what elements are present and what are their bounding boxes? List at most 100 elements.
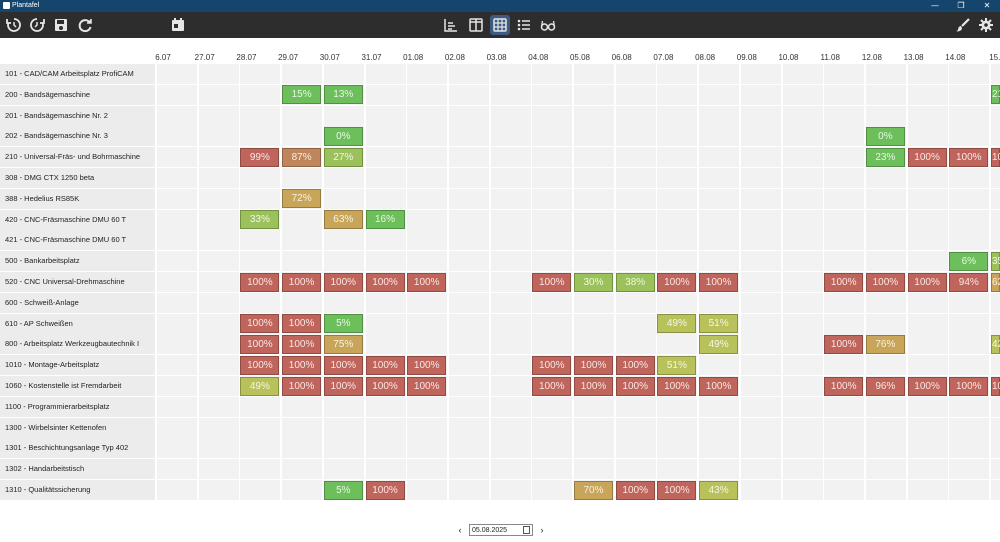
grid-cell[interactable] bbox=[907, 84, 948, 105]
grid-cell[interactable] bbox=[782, 459, 823, 480]
grid-cell[interactable] bbox=[865, 396, 906, 417]
load-percentage-cell[interactable]: 100% bbox=[615, 480, 655, 500]
load-percentage-cell[interactable]: 16% bbox=[365, 210, 405, 230]
grid-cell[interactable] bbox=[782, 396, 823, 417]
grid-cell[interactable] bbox=[198, 313, 239, 334]
grid-cell[interactable] bbox=[157, 84, 197, 105]
resource-row-label[interactable]: 202 - Bandsägemaschine Nr. 3 bbox=[0, 126, 155, 147]
grid-cell[interactable] bbox=[448, 292, 489, 313]
grid-cell[interactable] bbox=[157, 459, 197, 480]
grid-cell[interactable] bbox=[282, 126, 323, 147]
grid-cell[interactable] bbox=[198, 84, 239, 105]
grid-cell[interactable] bbox=[782, 251, 823, 272]
grid-cell[interactable] bbox=[198, 126, 239, 147]
grid-cell[interactable] bbox=[407, 438, 448, 459]
load-percentage-cell[interactable]: 100% bbox=[699, 376, 739, 396]
chart-icon[interactable] bbox=[441, 15, 461, 35]
grid-cell[interactable] bbox=[991, 417, 1000, 438]
grid-cell[interactable] bbox=[448, 334, 489, 355]
grid-cell[interactable] bbox=[532, 126, 573, 147]
grid-cell[interactable] bbox=[490, 230, 531, 251]
load-percentage-cell[interactable]: 27% bbox=[323, 147, 363, 167]
grid-cell[interactable] bbox=[740, 230, 781, 251]
grid-cell[interactable] bbox=[365, 313, 406, 334]
grid-cell[interactable] bbox=[907, 292, 948, 313]
load-percentage-cell[interactable]: 76% bbox=[865, 334, 905, 354]
grid-cell[interactable] bbox=[865, 251, 906, 272]
grid-cell[interactable] bbox=[365, 84, 406, 105]
date-input[interactable]: 05.08.2025 bbox=[469, 524, 533, 536]
grid-cell[interactable] bbox=[198, 230, 239, 251]
grid-cell[interactable] bbox=[657, 251, 698, 272]
grid-cell[interactable] bbox=[532, 396, 573, 417]
grid-cell[interactable] bbox=[907, 313, 948, 334]
grid-cell[interactable] bbox=[782, 147, 823, 168]
grid-cell[interactable] bbox=[824, 230, 865, 251]
grid-cell[interactable] bbox=[365, 334, 406, 355]
load-percentage-cell[interactable]: 5% bbox=[323, 480, 363, 500]
grid-cell[interactable] bbox=[991, 209, 1000, 230]
grid-cell[interactable] bbox=[365, 438, 406, 459]
grid-cell[interactable] bbox=[532, 292, 573, 313]
grid-cell[interactable] bbox=[824, 188, 865, 209]
grid-cell[interactable] bbox=[657, 64, 698, 84]
grid-cell[interactable] bbox=[240, 292, 281, 313]
grid-cell[interactable] bbox=[740, 459, 781, 480]
grid-cell[interactable] bbox=[615, 84, 656, 105]
load-percentage-cell[interactable]: 87% bbox=[282, 147, 322, 167]
grid-cell[interactable] bbox=[907, 417, 948, 438]
grid-cell[interactable] bbox=[574, 105, 614, 126]
grid-cell[interactable] bbox=[157, 209, 197, 230]
load-percentage-cell[interactable]: 51% bbox=[699, 314, 739, 334]
grid-cell[interactable] bbox=[991, 188, 1000, 209]
grid-cell[interactable] bbox=[157, 376, 197, 396]
grid-cell[interactable] bbox=[282, 396, 323, 417]
grid-cell[interactable] bbox=[157, 168, 197, 188]
grid-cell[interactable] bbox=[782, 209, 823, 230]
brush-icon[interactable] bbox=[953, 15, 973, 35]
grid-cell[interactable] bbox=[949, 313, 990, 334]
grid-cell[interactable] bbox=[532, 230, 573, 251]
grid-cell[interactable] bbox=[615, 126, 656, 147]
grid-cell[interactable] bbox=[574, 313, 614, 334]
grid-cell[interactable] bbox=[448, 376, 489, 396]
grid-cell[interactable] bbox=[740, 168, 781, 188]
load-percentage-cell[interactable]: 100% bbox=[323, 376, 363, 396]
resource-row-label[interactable]: 600 - Schweiß-Anlage bbox=[0, 292, 155, 313]
load-percentage-cell[interactable]: 100% bbox=[699, 272, 739, 292]
load-percentage-cell[interactable]: 100% bbox=[282, 314, 322, 334]
grid-cell[interactable] bbox=[198, 355, 239, 376]
grid-cell[interactable] bbox=[574, 168, 614, 188]
grid-cell[interactable] bbox=[782, 417, 823, 438]
grid-cell[interactable] bbox=[490, 480, 531, 500]
grid-cell[interactable] bbox=[407, 105, 448, 126]
grid-cell[interactable] bbox=[198, 209, 239, 230]
grid-cell[interactable] bbox=[949, 292, 990, 313]
load-percentage-cell[interactable]: 38% bbox=[615, 272, 655, 292]
grid-cell[interactable] bbox=[907, 438, 948, 459]
grid-cell[interactable] bbox=[865, 105, 906, 126]
grid-cell[interactable] bbox=[615, 313, 656, 334]
grid-cell[interactable] bbox=[865, 209, 906, 230]
load-percentage-cell[interactable]: 21 bbox=[991, 85, 1000, 105]
grid-cell[interactable] bbox=[448, 438, 489, 459]
grid-cell[interactable] bbox=[949, 417, 990, 438]
grid-cell[interactable] bbox=[782, 292, 823, 313]
load-percentage-cell[interactable]: 100% bbox=[365, 272, 405, 292]
grid-cell[interactable] bbox=[907, 459, 948, 480]
glasses-icon[interactable] bbox=[538, 15, 558, 35]
grid-cell[interactable] bbox=[824, 292, 865, 313]
grid-cell[interactable] bbox=[699, 417, 740, 438]
load-percentage-cell[interactable]: 100% bbox=[657, 376, 697, 396]
load-percentage-cell[interactable]: 100% bbox=[240, 272, 280, 292]
grid-cell[interactable] bbox=[490, 313, 531, 334]
grid-cell[interactable] bbox=[699, 251, 740, 272]
save-icon[interactable] bbox=[51, 15, 71, 35]
grid-cell[interactable] bbox=[657, 209, 698, 230]
grid-cell[interactable] bbox=[157, 480, 197, 500]
grid-cell[interactable] bbox=[949, 230, 990, 251]
grid-cell[interactable] bbox=[490, 334, 531, 355]
grid-cell[interactable] bbox=[782, 84, 823, 105]
grid-cell[interactable] bbox=[615, 230, 656, 251]
grid-cell[interactable] bbox=[532, 417, 573, 438]
